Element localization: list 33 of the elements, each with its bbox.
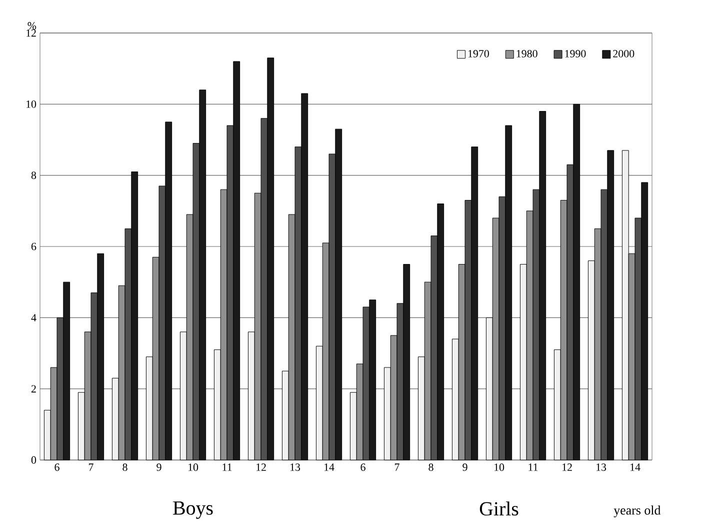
y-tick-label: 2 [31,385,36,392]
x-tick-label: 11 [528,464,538,471]
y-axis-title: % [28,22,36,30]
text: Girls [480,502,518,516]
legend-label: 1980 [516,50,538,58]
legend-label: 1990 [565,50,586,58]
legend-label: 1970 [468,50,489,58]
x-axis-title: years old [614,506,661,518]
x-tick-label: 14 [324,464,334,471]
x-tick-label: 11 [222,464,232,471]
y-tick-label: 4 [31,314,36,322]
y-tick-label: 0 [31,456,36,464]
y-tick-label: 12 [26,29,36,37]
x-tick-label: 13 [290,464,300,471]
x-tick-label: 8 [428,464,434,471]
legend-label: 2000 [613,50,634,58]
x-tick-label: 14 [630,464,640,471]
x-tick-label: 9 [156,464,162,471]
x-tick-label: 6 [360,464,366,471]
x-tick-label: 12 [562,464,572,471]
x-tick-label: 10 [188,464,198,471]
y-tick-label: 8 [31,172,36,180]
x-tick-label: 6 [54,464,60,471]
x-tick-label: 9 [462,464,468,471]
x-tick-label: 7 [394,464,400,471]
text: Boys [173,502,213,519]
y-tick-label: 6 [31,242,36,250]
x-tick-label: 8 [122,464,128,471]
x-tick-label: 13 [596,464,606,471]
x-tick-label: 7 [88,464,94,471]
x-tick-label: 12 [256,464,266,471]
x-tick-label: 10 [494,464,504,471]
y-tick-label: 10 [26,100,36,108]
